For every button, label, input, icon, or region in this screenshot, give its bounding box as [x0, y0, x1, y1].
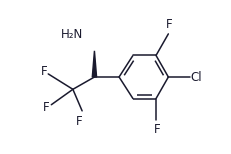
Text: F: F [153, 123, 160, 136]
Polygon shape [92, 51, 96, 77]
Text: F: F [75, 115, 82, 128]
Text: H₂N: H₂N [60, 28, 82, 41]
Text: F: F [41, 65, 47, 78]
Text: Cl: Cl [190, 71, 201, 83]
Text: F: F [42, 101, 49, 114]
Text: F: F [165, 18, 172, 31]
